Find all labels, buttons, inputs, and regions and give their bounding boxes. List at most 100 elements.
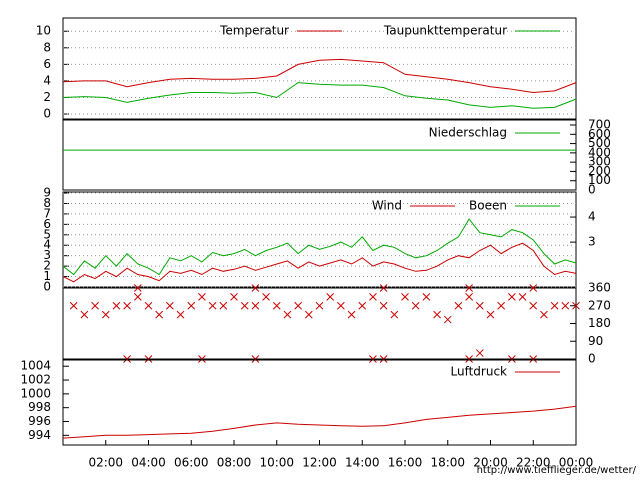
- point: [411, 301, 420, 310]
- point: [144, 355, 153, 363]
- point: [508, 293, 516, 301]
- point: [379, 301, 388, 310]
- point: [465, 355, 473, 363]
- point: [465, 293, 473, 301]
- point: [198, 355, 206, 363]
- y-tick-label: 1002: [20, 373, 51, 387]
- y-tick-label: 994: [28, 428, 51, 442]
- point: [155, 310, 164, 319]
- x-tick-label: 10:00: [259, 456, 294, 470]
- y-tick-label: 0: [43, 280, 51, 294]
- point: [133, 284, 142, 292]
- series-line: [62, 242, 577, 283]
- x-tick-label: 22:00: [516, 456, 551, 470]
- y2-tick-label: 3: [588, 235, 596, 249]
- point: [540, 310, 548, 319]
- x-tick-label: 00:00: [559, 456, 594, 470]
- point: [230, 293, 238, 301]
- point: [208, 301, 217, 310]
- point: [550, 301, 559, 310]
- point: [272, 301, 281, 310]
- y-tick-label: 0: [588, 352, 596, 366]
- legend-label: Taupunkttemperatur: [383, 24, 507, 38]
- x-tick-label: 16:00: [388, 456, 423, 470]
- point: [454, 301, 463, 310]
- point: [529, 355, 538, 363]
- y-tick-label: 100: [588, 173, 611, 187]
- panel-frame: [62, 17, 577, 120]
- point: [91, 301, 99, 310]
- x-tick-label: 14:00: [345, 456, 380, 470]
- y-tick-label: 10: [36, 24, 51, 38]
- point: [508, 355, 516, 363]
- y-tick-label: 4: [43, 238, 51, 252]
- point: [251, 284, 260, 292]
- x-tick-label: 06:00: [174, 456, 209, 470]
- panel-frame: [62, 119, 577, 191]
- point: [369, 293, 377, 301]
- point: [337, 301, 345, 310]
- point: [518, 293, 527, 301]
- y-tick-label: 1: [43, 269, 51, 283]
- y-tick-label: 6: [43, 217, 51, 231]
- point: [187, 301, 196, 310]
- y-tick-label: 8: [43, 196, 51, 210]
- series-line: [62, 82, 577, 109]
- point: [347, 310, 356, 319]
- y-tick-label: 180: [588, 316, 611, 330]
- point: [379, 284, 388, 292]
- y2-tick-label: 4: [588, 210, 596, 224]
- point: [251, 301, 260, 310]
- y-tick-label: 4: [43, 73, 51, 87]
- point: [529, 284, 538, 292]
- point: [529, 301, 538, 310]
- point: [219, 301, 228, 310]
- point: [262, 293, 270, 301]
- y-tick-label: 9: [43, 186, 51, 200]
- y-tick-label: 7: [43, 206, 51, 220]
- point: [572, 301, 580, 310]
- point: [283, 310, 292, 319]
- point: [294, 301, 302, 310]
- point: [465, 284, 473, 292]
- point: [166, 301, 174, 310]
- point: [176, 310, 185, 319]
- y-tick-label: 998: [28, 400, 51, 414]
- y-tick-label: 0: [43, 107, 51, 121]
- y-tick-label: 3: [43, 248, 51, 262]
- x-tick-label: 18:00: [430, 456, 465, 470]
- point: [251, 355, 260, 363]
- y-tick-label: 6: [43, 57, 51, 71]
- legend-label: Wind: [372, 199, 402, 213]
- point: [379, 355, 388, 363]
- point: [112, 301, 121, 310]
- y-tick-label: 90: [588, 334, 603, 348]
- y-tick-label: 2: [43, 259, 51, 273]
- point: [123, 301, 131, 310]
- y-tick-label: 270: [588, 298, 611, 312]
- y-tick-label: 2: [43, 90, 51, 104]
- x-tick-label: 12:00: [302, 456, 337, 470]
- legend-label: Niederschlag: [429, 126, 507, 140]
- point: [69, 301, 78, 310]
- y-tick-label: 5: [43, 227, 51, 241]
- point: [240, 301, 249, 310]
- point: [133, 293, 142, 301]
- y-tick-label: 1000: [20, 386, 51, 400]
- x-tick-label: 08:00: [217, 456, 252, 470]
- point: [475, 349, 484, 357]
- point: [144, 301, 153, 310]
- point: [358, 301, 367, 310]
- point: [401, 293, 409, 301]
- point: [561, 301, 570, 310]
- legend-label: Luftdruck: [450, 365, 507, 379]
- y-tick-label: 1004: [20, 359, 51, 373]
- point: [497, 301, 506, 310]
- point: [443, 315, 452, 324]
- series-line: [62, 58, 577, 94]
- y-tick-label: 300: [588, 155, 611, 169]
- y-tick-label: 500: [588, 136, 611, 150]
- legend-label: Temperatur: [219, 24, 289, 38]
- point: [80, 310, 89, 319]
